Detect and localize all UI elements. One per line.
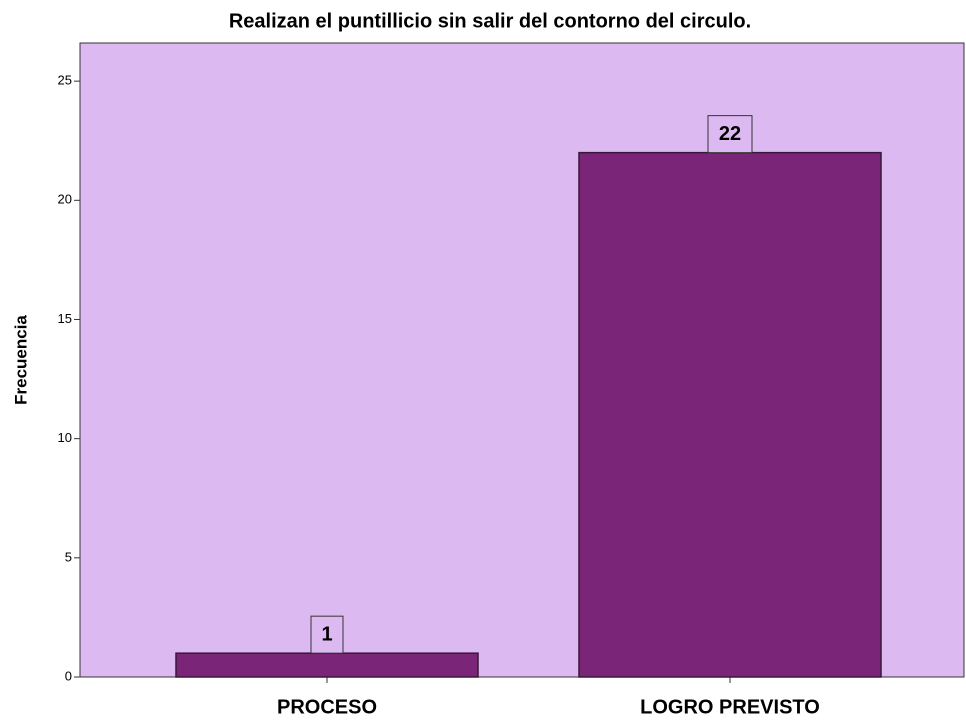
data-label-box bbox=[310, 615, 344, 654]
y-tick-label: 15 bbox=[58, 311, 72, 326]
bar bbox=[175, 652, 479, 678]
data-label: 1 bbox=[321, 623, 332, 645]
y-tick-label: 20 bbox=[58, 192, 72, 207]
y-tick-label: 0 bbox=[65, 668, 72, 683]
x-tick-label: PROCESO bbox=[277, 696, 377, 718]
y-tick-label: 5 bbox=[65, 549, 72, 564]
chart-title: Realizan el puntillicio sin salir del co… bbox=[229, 10, 751, 32]
bar bbox=[578, 151, 882, 678]
y-tick-label: 10 bbox=[58, 430, 72, 445]
y-tick-label: 25 bbox=[58, 73, 72, 88]
data-label: 22 bbox=[719, 123, 741, 145]
x-tick-label: LOGRO PREVISTO bbox=[640, 696, 820, 718]
data-label-box bbox=[707, 115, 753, 154]
y-axis-label: Frecuencia bbox=[11, 315, 30, 405]
